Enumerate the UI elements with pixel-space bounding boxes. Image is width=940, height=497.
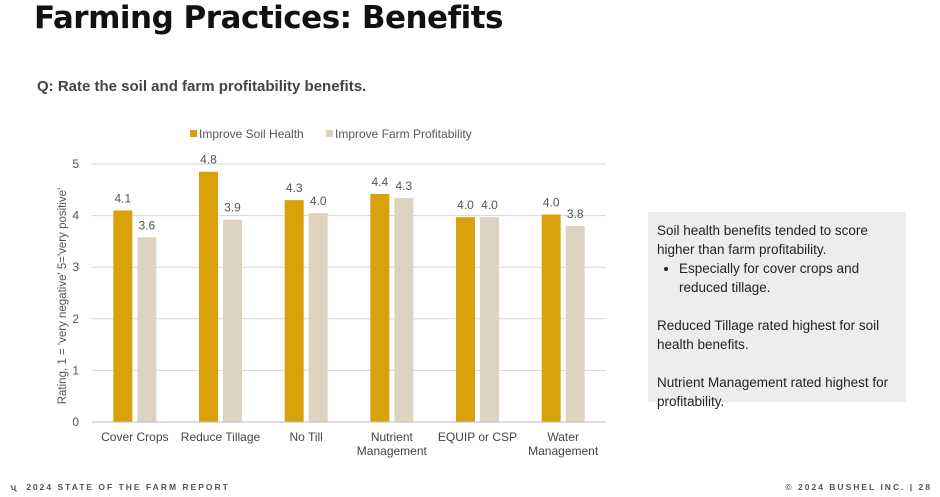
summary-bullets: Especially for cover crops and reduced t…	[657, 259, 897, 297]
y-tick-label: 3	[72, 260, 79, 274]
x-tick-label: Cover Crops	[101, 430, 168, 444]
y-axis-label: Rating, 1 = 'very negative' 5='very posi…	[57, 188, 69, 405]
data-label: 4.3	[286, 181, 303, 195]
bar-1-5	[456, 217, 475, 422]
y-tick-label: 0	[72, 415, 79, 429]
x-tick-label: Water	[547, 430, 579, 444]
summary-text-1: Soil health benefits tended to score hig…	[657, 223, 868, 257]
x-tick-label: Reduce Tillage	[181, 430, 261, 444]
x-tick-label: Management	[357, 444, 428, 458]
data-label: 4.3	[395, 179, 412, 193]
footer-report-name: ʯ 2024 STATE OF THE FARM REPORT	[10, 482, 230, 492]
legend-label-2: Improve Farm Profitability	[335, 127, 472, 141]
data-label: 4.0	[543, 196, 560, 210]
bar-2-5	[480, 217, 499, 422]
data-label: 3.6	[138, 218, 155, 232]
data-label: 4.1	[114, 191, 131, 205]
data-label: 3.8	[567, 207, 584, 221]
slide-title: Farming Practices: Benefits	[34, 0, 503, 36]
data-label: 4.0	[310, 194, 327, 208]
x-tick-label: No Till	[289, 430, 322, 444]
summary-text-3: Nutrient Management rated highest for pr…	[657, 375, 889, 409]
x-tick-label: Nutrient	[371, 430, 414, 444]
survey-question: Q: Rate the soil and farm profitability …	[37, 78, 367, 95]
bar-2-6	[565, 225, 585, 422]
footer-copyright: © 2024 BUSHEL INC. | 28	[785, 482, 932, 492]
bar-2-3	[308, 213, 328, 422]
summary-bullet-1: Especially for cover crops and reduced t…	[679, 259, 897, 297]
bar-1-2	[199, 171, 218, 422]
y-tick-label: 1	[72, 363, 79, 377]
footer-left-text: 2024 STATE OF THE FARM REPORT	[26, 482, 230, 492]
bar-1-1	[113, 210, 133, 422]
bar-2-4	[394, 198, 414, 422]
legend-swatch-1	[190, 130, 197, 137]
data-label: 4.4	[371, 175, 388, 189]
data-label: 4.0	[457, 198, 474, 212]
bar-1-4	[370, 193, 390, 422]
y-tick-label: 2	[72, 312, 79, 326]
bar-chart: 0 1 2 3 4 5 Rating, 1 = 'very negative' 5='ver…	[57, 127, 606, 458]
legend-swatch-2	[326, 130, 333, 137]
bar-1-3	[284, 200, 304, 422]
x-tick-label: Management	[528, 444, 599, 458]
bar-1-6	[541, 214, 561, 422]
bushel-logo-icon: ʯ	[10, 482, 19, 492]
bar-2-1	[137, 237, 157, 422]
summary-box: Soil health benefits tended to score hig…	[648, 212, 906, 409]
legend-label-1: Improve Soil Health	[199, 127, 304, 141]
y-tick-label: 4	[72, 209, 79, 223]
data-label: 4.8	[200, 153, 217, 167]
x-tick-label: EQUIP or CSP	[438, 430, 517, 444]
y-tick-label: 5	[72, 157, 79, 171]
data-label: 4.0	[481, 198, 498, 212]
bar-2-2	[223, 219, 242, 422]
data-label: 3.9	[224, 201, 241, 215]
summary-text-2: Reduced Tillage rated highest for soil h…	[657, 318, 880, 352]
